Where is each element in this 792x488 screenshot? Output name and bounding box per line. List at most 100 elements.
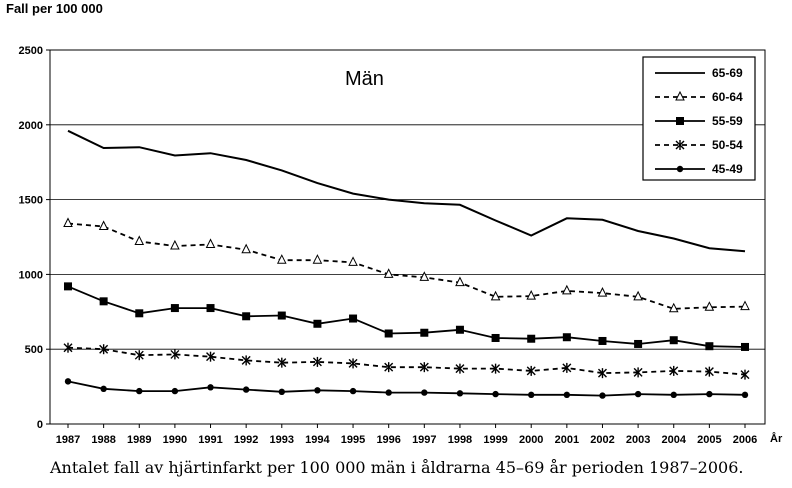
x-tick-label: 1989 <box>127 434 151 446</box>
data-point-60-64-2002 <box>597 286 608 297</box>
data-point-45-49-1988 <box>100 385 107 393</box>
data-point-60-64-1997 <box>419 271 430 281</box>
data-point-55-59-1989 <box>135 309 144 318</box>
data-point-50-54-2002 <box>597 368 607 379</box>
data-point-45-49-1994 <box>314 387 321 394</box>
data-point-45-49-1990 <box>171 387 179 395</box>
data-point-45-49-1996 <box>385 389 392 396</box>
data-point-55-59-1995 <box>349 314 358 323</box>
data-point-60-64-1993 <box>276 254 287 264</box>
data-point-55-59-1997 <box>420 328 429 337</box>
data-point-50-54-1993 <box>277 357 287 368</box>
y-tick-label: 1500 <box>19 195 43 207</box>
y-tick-label: 1000 <box>19 269 43 281</box>
data-point-60-64-1991 <box>205 238 216 248</box>
x-tick-label: 2001 <box>555 434 579 446</box>
x-tick-label: 1990 <box>163 434 187 446</box>
data-point-50-54-1999 <box>491 363 501 374</box>
x-tick-label: 1993 <box>270 434 294 446</box>
data-point-50-54-1989 <box>134 350 144 361</box>
data-point-55-59-2000 <box>527 334 536 343</box>
data-point-45-49-2000 <box>528 391 535 399</box>
data-point-50-54-1992 <box>241 355 251 366</box>
x-tick-label: 2006 <box>733 434 757 446</box>
data-point-60-64-2006 <box>740 300 750 311</box>
series-line-60-64 <box>67 222 746 310</box>
data-point-60-64-2004 <box>668 302 679 313</box>
data-point-45-49-2005 <box>706 390 713 398</box>
x-tick-label: 1994 <box>305 434 330 446</box>
x-tick-label: 1992 <box>234 434 258 446</box>
data-point-50-54-2005 <box>704 366 714 377</box>
data-point-45-49-2003 <box>634 390 642 398</box>
legend-box <box>642 56 756 181</box>
series-line-45-49 <box>67 380 746 397</box>
x-tick-label: 1998 <box>448 434 472 446</box>
data-point-50-54-1998 <box>455 363 465 374</box>
data-point-60-64-2001 <box>562 284 572 295</box>
legend-label-50-54: 50-54 <box>712 138 743 152</box>
data-point-45-49-1987 <box>64 378 72 385</box>
legend-label-45-49: 45-49 <box>712 162 743 176</box>
data-point-60-64-1998 <box>455 276 465 287</box>
legend-label-55-59: 55-59 <box>712 114 743 128</box>
series-line-65-69 <box>67 129 746 253</box>
data-point-60-64-1990 <box>170 239 180 250</box>
data-point-55-59-1993 <box>277 311 286 320</box>
x-tick-label: 2004 <box>661 434 686 446</box>
data-point-55-59-2006 <box>741 342 749 351</box>
data-point-50-54-1990 <box>170 349 180 360</box>
x-tick-label: 2002 <box>590 434 614 446</box>
legend-label-65-69: 65-69 <box>712 66 743 80</box>
data-point-50-54-2004 <box>669 365 679 376</box>
data-point-50-54-1987 <box>63 342 73 353</box>
data-point-60-64-1989 <box>134 235 145 245</box>
data-point-50-54-1995 <box>348 358 358 369</box>
data-point-60-64-1994 <box>312 254 323 264</box>
data-point-50-54-1997 <box>419 362 429 373</box>
data-point-55-59-2001 <box>562 333 571 342</box>
x-tick-label: 2000 <box>519 434 543 446</box>
data-point-55-59-1990 <box>170 304 179 313</box>
y-tick-label: 500 <box>25 344 43 356</box>
data-point-60-64-1988 <box>98 220 109 231</box>
data-point-50-54-1991 <box>206 351 216 362</box>
x-tick-label: 1987 <box>56 434 80 446</box>
series-markers <box>63 217 750 399</box>
data-point-60-64-1999 <box>490 290 501 301</box>
data-point-50-54-2001 <box>562 362 572 373</box>
data-point-60-64-2000 <box>526 289 537 300</box>
chart-title: Män <box>345 68 384 90</box>
line-chart: 0 500 1000 1500 2000 2500 1987 1988 1989 1990 199… <box>19 45 783 446</box>
x-tick-label: 1991 <box>198 434 222 446</box>
plot-frame <box>49 49 766 425</box>
data-point-45-49-1995 <box>349 387 357 395</box>
data-point-55-59-1988 <box>99 297 108 306</box>
legend-marker-55-59 <box>676 117 684 125</box>
data-point-50-54-2000 <box>526 365 536 376</box>
data-point-45-49-1993 <box>278 388 285 396</box>
data-point-45-49-1989 <box>136 387 143 395</box>
data-point-45-49-2006 <box>741 391 749 399</box>
data-point-55-59-2003 <box>634 339 643 348</box>
data-point-55-59-2004 <box>669 336 678 345</box>
x-tick-label: 1988 <box>91 434 115 446</box>
figure-caption: Antalet fall av hjärtinfarkt per 100 000… <box>50 458 744 477</box>
axes <box>46 49 766 428</box>
data-point-50-54-1996 <box>384 362 394 373</box>
data-point-55-59-1987 <box>64 282 72 291</box>
data-point-55-59-1998 <box>455 325 464 334</box>
data-point-45-49-1997 <box>421 389 428 396</box>
x-tick-label: 1996 <box>376 434 400 446</box>
x-tick-label: 1995 <box>341 434 365 446</box>
data-point-50-54-2003 <box>633 367 643 378</box>
data-point-45-49-1991 <box>207 384 214 391</box>
data-point-55-59-1991 <box>206 304 215 313</box>
y-tick-label: 0 <box>37 419 43 431</box>
data-point-50-54-1988 <box>99 344 109 355</box>
data-point-60-64-1995 <box>348 256 358 266</box>
data-point-55-59-1992 <box>242 312 251 321</box>
data-point-45-49-1999 <box>492 390 499 398</box>
series-lines <box>67 129 746 397</box>
legend-label-60-64: 60-64 <box>712 90 743 104</box>
